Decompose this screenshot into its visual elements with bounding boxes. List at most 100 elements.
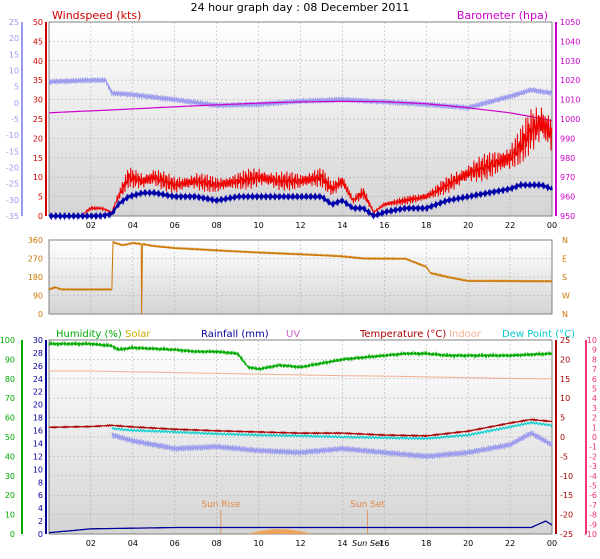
outer-left-tick-label: 20 <box>9 34 19 43</box>
humidity-tick-label: 70 <box>5 394 15 403</box>
solar-area <box>248 529 311 534</box>
wind-ticks: 05101520253035404550-35-30-25-20-15-10-5… <box>6 18 580 230</box>
pink-tick-label: 0 <box>592 433 597 442</box>
temp-tick-label: 25 <box>560 336 570 345</box>
direction-series <box>48 240 553 315</box>
rain-tick-label: 16 <box>33 427 43 436</box>
wind-tick-label: 0 <box>38 212 43 221</box>
wind-x-tick-label: 10 <box>253 221 263 230</box>
compass-tick-label: S <box>562 273 567 282</box>
pink-tick-label: 5 <box>592 385 597 394</box>
pink-tick-label: 1 <box>592 423 597 432</box>
baro-tick-label: 980 <box>560 154 575 163</box>
pink-tick-label: -7 <box>589 501 597 510</box>
pink-tick-label: 10 <box>587 336 597 345</box>
humidity-x-tick-label: 18 <box>421 539 431 548</box>
windspeed-label: Windspeed (kts) <box>52 9 141 22</box>
wind-tick-label: 15 <box>33 154 43 163</box>
temp-tick-label: -15 <box>560 491 573 500</box>
wind-tick-label: 40 <box>33 57 43 66</box>
sun-rise-label: Sun Rise <box>201 500 240 510</box>
humidity-line <box>48 340 553 372</box>
rain-tick-label: 24 <box>33 375 43 384</box>
pink-tick-label: 8 <box>592 355 597 364</box>
pink-tick-label: -10 <box>584 530 597 539</box>
chart-title: 24 hour graph day : 08 December 2011 <box>191 1 410 14</box>
rain-tick-label: 8 <box>38 478 43 487</box>
humidity-x-tick-label: Sun Set <box>352 539 384 548</box>
indoor-line <box>49 370 552 380</box>
rain-tick-label: 30 <box>33 336 43 345</box>
legend-item: UV <box>286 329 300 340</box>
wind-tick-label: 45 <box>33 37 43 46</box>
wind-x-tick-label: 00 <box>547 221 557 230</box>
barometer-label: Barometer (hpa) <box>457 9 548 22</box>
outer-left-tick-label: -35 <box>6 212 19 221</box>
wind-x-tick-label: 12 <box>295 221 305 230</box>
humidity-tick-label: 50 <box>5 433 15 442</box>
baro-tick-label: 960 <box>560 193 575 202</box>
humidity-x-tick-label: 08 <box>212 539 222 548</box>
baro-tick-label: 1030 <box>560 57 580 66</box>
direction-tick-label: 180 <box>28 273 43 282</box>
outer-left-tick-label: -25 <box>6 180 19 189</box>
compass-tick-label: W <box>562 292 570 301</box>
humidity-tick-label: 60 <box>5 414 15 423</box>
wind-x-tick-label: 18 <box>421 221 431 230</box>
compass-tick-label: N <box>562 236 568 245</box>
outer-left-tick-label: 25 <box>9 18 19 27</box>
humidity-legend: Humidity (%) Solar Rainfall (mm) UV Temperat… <box>56 329 575 340</box>
barometer-line <box>48 100 553 122</box>
outer-left-tick-label: -5 <box>11 115 19 124</box>
pink-tick-label: 7 <box>592 365 597 374</box>
temp-tick-label: -5 <box>560 452 568 461</box>
legend-item: Temperature (°C) <box>359 329 446 340</box>
humidity-tick-label: 90 <box>5 355 15 364</box>
outer-left-tick-label: -30 <box>6 196 19 205</box>
humidity-ticks: 0102030405060708090100024681012141618202… <box>0 336 597 548</box>
wind-tick-label: 25 <box>33 115 43 124</box>
legend-item: Humidity (%) <box>56 329 122 340</box>
temp-left-line <box>111 430 553 460</box>
direction-line <box>48 240 553 315</box>
wind-x-tick-label: 20 <box>463 221 473 230</box>
baro-tick-label: 1000 <box>560 115 580 124</box>
dewpoint-line <box>111 420 553 441</box>
baro-tick-label: 950 <box>560 212 575 221</box>
rainfall-line <box>48 520 553 534</box>
rain-tick-label: 18 <box>33 414 43 423</box>
temp-tick-label: 20 <box>560 355 570 364</box>
outer-left-tick-label: 0 <box>14 99 19 108</box>
wind-x-tick-label: 08 <box>212 221 222 230</box>
humidity-tick-label: 30 <box>5 472 15 481</box>
pink-tick-label: -5 <box>589 482 597 491</box>
legend-item: Rainfall (mm) <box>201 329 269 340</box>
direction-tick-label: 270 <box>28 255 43 264</box>
baro-tick-label: 1040 <box>560 37 580 46</box>
baro-tick-label: 1020 <box>560 76 580 85</box>
humidity-tick-label: 40 <box>5 452 15 461</box>
temperature-line <box>48 418 553 438</box>
outer-left-tick-label: -10 <box>6 131 19 140</box>
rain-tick-label: 2 <box>38 517 43 526</box>
humidity-x-tick-label: 10 <box>253 539 263 548</box>
rain-tick-label: 10 <box>33 465 43 474</box>
windspeed-line <box>49 107 553 217</box>
wind-x-tick-label: 02 <box>86 221 96 230</box>
humidity-x-tick-label: 20 <box>463 539 473 548</box>
legend-item: Solar <box>125 329 151 340</box>
wind-x-tick-label: 14 <box>337 221 347 230</box>
humidity-tick-label: 10 <box>5 511 15 520</box>
sun-set-label: Sun Set <box>350 500 385 510</box>
humidity-x-tick-label: 04 <box>128 539 138 548</box>
humidity-x-tick-label: 16 <box>379 539 389 548</box>
compass-tick-label: N <box>562 310 568 319</box>
direction-tick-label: 360 <box>28 236 43 245</box>
temp-tick-label: 15 <box>560 375 570 384</box>
rain-tick-label: 0 <box>38 530 43 539</box>
humidity-x-tick-label: 12 <box>295 539 305 548</box>
outer-left-tick-label: -15 <box>6 147 19 156</box>
pink-tick-label: -4 <box>589 472 597 481</box>
